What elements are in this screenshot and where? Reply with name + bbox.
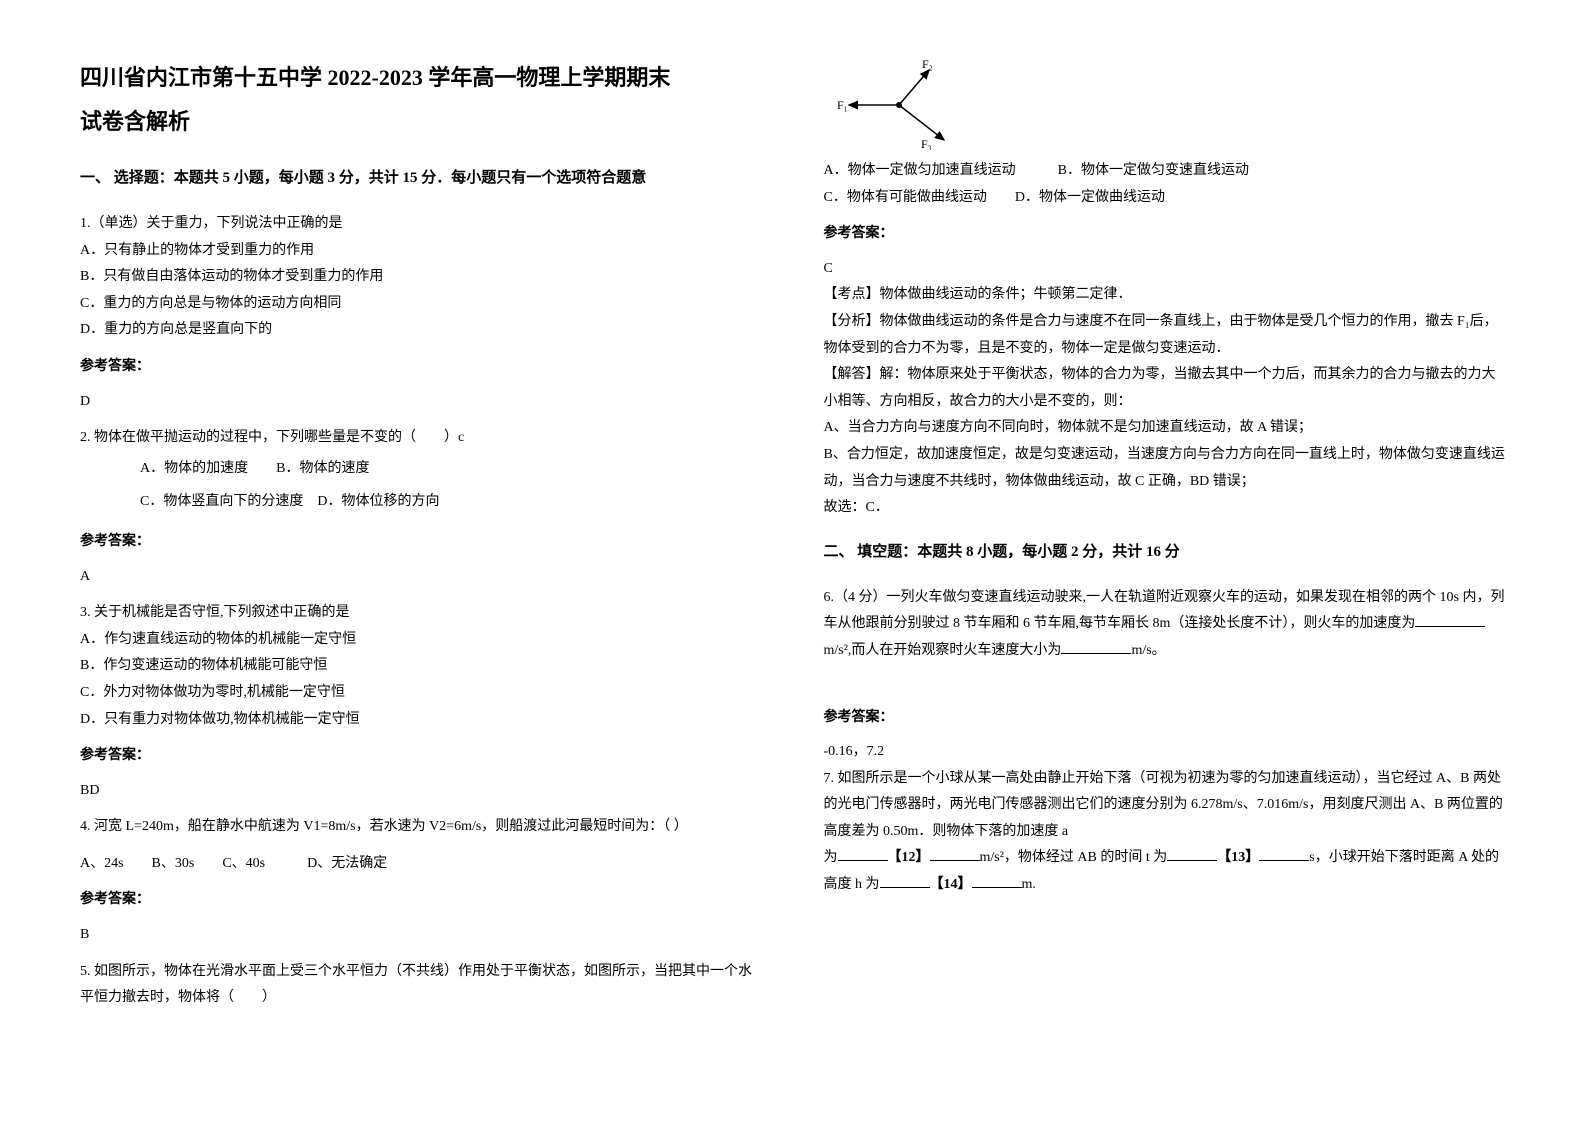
- q3-optD: D．只有重力对物体做功,物体机械能一定守恒: [80, 707, 764, 734]
- q7-p3: 高度 h 为 【14】 m.: [824, 872, 1508, 899]
- f3-label: F₃: [921, 137, 932, 150]
- q3-answer-label: 参考答案：: [80, 743, 764, 770]
- q3-answer: BD: [80, 778, 764, 805]
- q4-opts: A、24s B、30s C、40s D、无法确定: [80, 851, 764, 878]
- q7-p2-end: s，小球开始下落时距离 A 处的: [1309, 850, 1499, 865]
- q7-p3-end: m.: [1022, 877, 1036, 892]
- q3-optA: A．作匀速直线运动的物体的机械能一定守恒: [80, 627, 764, 654]
- q3-optC: C．外力对物体做功为零时,机械能一定守恒: [80, 680, 764, 707]
- f2-label: F₂: [922, 60, 933, 71]
- q5-answer: C: [824, 256, 1508, 283]
- q1-answer-label: 参考答案：: [80, 354, 764, 381]
- q7-p2: 为 【12】 m/s²，物体经过 AB 的时间 t 为 【13】 s，小球开始下落时距离…: [824, 845, 1508, 872]
- force-diagram: F₁ F₂ F₃: [834, 60, 984, 150]
- q5-optAB: A．物体一定做匀加速直线运动 B．物体一定做匀变速直线运动: [824, 158, 1508, 185]
- q5-stem: 5. 如图所示，物体在光滑水平面上受三个水平恒力（不共线）作用处于平衡状态，如图…: [80, 959, 764, 1012]
- q7-b13: 【13】: [1217, 850, 1259, 865]
- q1-optB: B．只有做自由落体运动的物体才受到重力的作用: [80, 264, 764, 291]
- f1-label: F₁: [837, 98, 848, 112]
- q7-b12: 【12】: [888, 850, 930, 865]
- q7-blank12a[interactable]: [838, 847, 888, 861]
- q5-solve3: B、合力恒定，故加速度恒定，故是匀变速运动，当速度方向与合力方向在同一直线上时，…: [824, 442, 1508, 495]
- q4-stem: 4. 河宽 L=240m，船在静水中航速为 V1=8m/s，若水速为 V2=6m…: [80, 814, 764, 841]
- q6-stem: 6.（4 分）一列火车做匀变速直线运动驶来,一人在轨道附近观察火车的运动，如果发…: [824, 585, 1508, 665]
- q7-b14: 【14】: [930, 877, 972, 892]
- q5-solve2: A、当合力方向与速度方向不同向时，物体就不是匀加速直线运动，故 A 错误；: [824, 415, 1508, 442]
- section2-title: 二、 填空题：本题共 8 小题，每小题 2 分，共计 16 分: [824, 540, 1508, 561]
- q6-unit1: m/s²,而人在开始观察时火车速度大小为: [824, 643, 1062, 658]
- q6-p1: 6.（4 分）一列火车做匀变速直线运动驶来,一人在轨道附近观察火车的运动，如果发…: [824, 590, 1505, 632]
- q6-blank2[interactable]: [1061, 640, 1131, 654]
- q7-blank13a[interactable]: [1167, 847, 1217, 861]
- q6-blank1[interactable]: [1415, 613, 1485, 627]
- exam-title-line1: 四川省内江市第十五中学 2022-2023 学年高一物理上学期期末: [80, 60, 764, 92]
- q3-optB: B．作匀变速运动的物体机械能可能守恒: [80, 653, 764, 680]
- q5-test-point: 【考点】物体做曲线运动的条件；牛顿第二定律．: [824, 282, 1508, 309]
- q7-p3-prefix: 高度 h 为: [824, 877, 880, 892]
- q6-answer: -0.16，7.2: [824, 739, 1508, 766]
- q1-optA: A．只有静止的物体才受到重力的作用: [80, 238, 764, 265]
- q7-p2-prefix: 为: [824, 850, 838, 865]
- q6-unit2: m/s。: [1131, 643, 1165, 658]
- q2-optCD: C．物体竖直向下的分速度 D．物体位移的方向: [80, 485, 764, 519]
- q1-stem: 1.（单选）关于重力，下列说法中正确的是: [80, 211, 764, 238]
- q7-blank12b[interactable]: [930, 847, 980, 861]
- q7-p2-mid: m/s²，物体经过 AB 的时间 t 为: [980, 850, 1168, 865]
- section1-title: 一、 选择题：本题共 5 小题，每小题 3 分，共计 15 分．每小题只有一个选…: [80, 166, 764, 187]
- q6-answer-label: 参考答案：: [824, 705, 1508, 732]
- q5-analysis: 【分析】物体做曲线运动的条件是合力与速度不在同一条直线上，由于物体是受几个恒力的…: [824, 309, 1508, 362]
- q2-answer: A: [80, 564, 764, 591]
- q5-optCD: C．物体有可能做曲线运动 D．物体一定做曲线运动: [824, 185, 1508, 212]
- exam-title-line2: 试卷含解析: [80, 104, 764, 136]
- q5-solve4: 故选：C．: [824, 495, 1508, 522]
- q3-stem: 3. 关于机械能是否守恒,下列叙述中正确的是: [80, 600, 764, 627]
- q1-optD: D．重力的方向总是竖直向下的: [80, 317, 764, 344]
- q7-blank14a[interactable]: [880, 874, 930, 888]
- q1-answer: D: [80, 389, 764, 416]
- q7-blank14b[interactable]: [972, 874, 1022, 888]
- q5-answer-label: 参考答案：: [824, 221, 1508, 248]
- q2-stem: 2. 物体在做平抛运动的过程中，下列哪些量是不变的（ ）c: [80, 425, 764, 452]
- q2-answer-label: 参考答案：: [80, 529, 764, 556]
- q7-p1: 7. 如图所示是一个小球从某一高处由静止开始下落（可视为初速为零的匀加速直线运动…: [824, 766, 1508, 846]
- q4-answer: B: [80, 922, 764, 949]
- q5-solve1: 【解答】解：物体原来处于平衡状态，物体的合力为零，当撤去其中一个力后，而其余力的…: [824, 362, 1508, 415]
- right-column: F₁ F₂ F₃ A．物体一定做匀加速直线运动 B．物体一定做匀变速直线运动 C…: [824, 60, 1508, 1062]
- q7-blank13b[interactable]: [1259, 847, 1309, 861]
- q1-optC: C．重力的方向总是与物体的运动方向相同: [80, 291, 764, 318]
- q2-optAB: A．物体的加速度 B．物体的速度: [80, 452, 764, 486]
- left-column: 四川省内江市第十五中学 2022-2023 学年高一物理上学期期末 试卷含解析 …: [80, 60, 764, 1062]
- q4-answer-label: 参考答案：: [80, 887, 764, 914]
